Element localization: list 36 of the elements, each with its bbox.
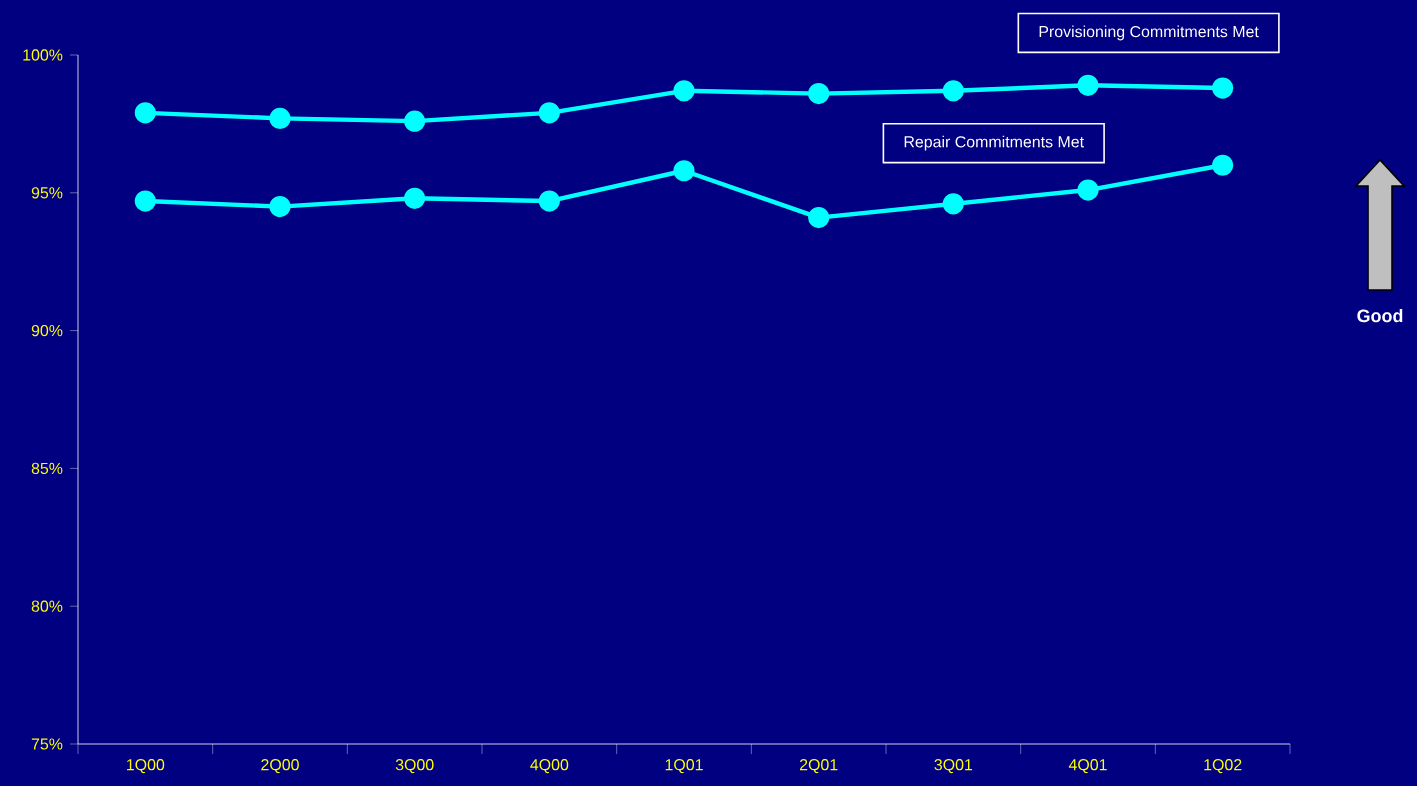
point (1212, 77, 1234, 99)
series-label: Repair Commitments Met (904, 135, 1084, 151)
point (538, 102, 560, 124)
point (134, 102, 156, 124)
y-tick-label: 75% (31, 738, 63, 750)
y-tick-label: 90% (31, 324, 63, 337)
point (808, 207, 830, 229)
point (1212, 154, 1234, 176)
x-tick-label: 4Q01 (1068, 759, 1107, 774)
point (1077, 179, 1099, 201)
x-tick-label: 1Q02 (1204, 759, 1242, 774)
point (808, 82, 830, 105)
point (942, 193, 964, 215)
text: Provisioning Commitments Met (1039, 25, 1259, 41)
x-tick-label: 3Q00 (395, 759, 434, 774)
point (404, 187, 426, 209)
point (1077, 74, 1099, 96)
y-tick-label: 80% (31, 600, 63, 612)
x-tick-label: 4Q00 (530, 759, 569, 774)
point (134, 190, 156, 212)
point (269, 195, 291, 218)
point (673, 80, 695, 102)
x-tick-label: 1Q01 (665, 759, 703, 774)
x-tick-label: 2Q00 (261, 759, 299, 774)
x-tick-label: 3Q01 (934, 759, 973, 774)
text: Good (1357, 309, 1403, 323)
point (942, 80, 964, 102)
x-tick-label: 2Q01 (799, 759, 838, 774)
point (269, 107, 291, 129)
y-tick-label: 100% (23, 49, 63, 61)
y-tick-label: 95% (31, 187, 63, 199)
y-tick-label: 85% (31, 462, 63, 475)
point (673, 160, 695, 182)
x-tick-label: 1Q00 (127, 759, 165, 774)
point (404, 110, 426, 132)
point (538, 190, 560, 212)
